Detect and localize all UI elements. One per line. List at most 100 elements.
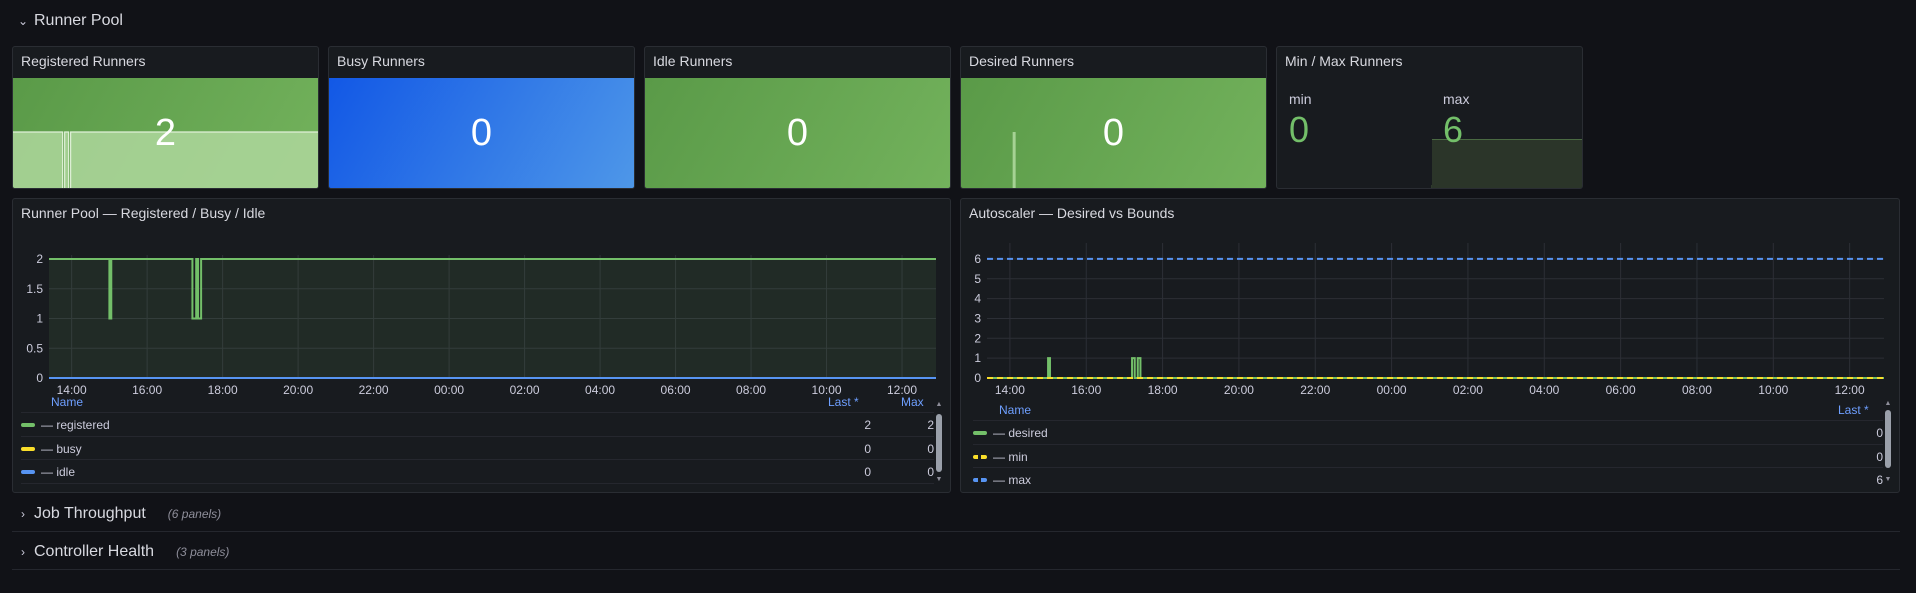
x-tick-label: 12:00 xyxy=(887,383,917,397)
stat-panel-min-max-runners: Min / Max Runners min 0 max 6 xyxy=(1276,46,1583,189)
stat-panel-registered-runners: Registered Runners 2 xyxy=(12,46,319,189)
row-divider xyxy=(12,531,1900,532)
panel-title: Runner Pool — Registered / Busy / Idle xyxy=(21,205,266,221)
legend-max-value: 2 xyxy=(927,417,934,432)
x-tick-label: 00:00 xyxy=(434,383,464,397)
scroll-down-icon[interactable]: ▼ xyxy=(935,476,943,483)
x-tick-label: 02:00 xyxy=(510,383,540,397)
legend-row-registered[interactable]: — registered 2 2 xyxy=(21,412,934,436)
min-label: min xyxy=(1289,91,1312,107)
series-area-registered xyxy=(49,259,936,378)
legend-header-last[interactable]: Last * xyxy=(828,395,859,409)
panel-title: Busy Runners xyxy=(337,53,425,69)
row-title: Runner Pool xyxy=(34,12,123,29)
chevron-right-icon[interactable]: › xyxy=(21,507,25,521)
legend-series-name: — idle xyxy=(41,464,76,479)
series-swatch xyxy=(973,454,987,459)
stat-value: 0 xyxy=(786,111,809,154)
stat-value: 0 xyxy=(1102,111,1125,154)
legend-last-value: 2 xyxy=(864,417,871,432)
stat-panel-desired-runners: Desired Runners 0 xyxy=(960,46,1267,189)
y-tick-label: 1.5 xyxy=(26,282,43,296)
x-tick-label: 22:00 xyxy=(1300,383,1330,397)
x-tick-label: 04:00 xyxy=(585,383,615,397)
stat-panel-idle-runners: Idle Runners 0 xyxy=(644,46,951,189)
timeseries-panel-autoscaler: Autoscaler — Desired vs Bounds 0 1 2 3 4 5 6 14… xyxy=(960,198,1900,493)
stat-value: 0 xyxy=(470,111,493,154)
legend-scrollbar[interactable]: ▲ ▼ xyxy=(1884,400,1892,484)
legend-row-desired[interactable]: — desired 0 xyxy=(973,420,1883,444)
scroll-up-icon[interactable]: ▲ xyxy=(1884,400,1892,407)
y-tick-label: 1 xyxy=(974,351,981,365)
stat-background: 2 xyxy=(13,78,318,188)
y-tick-label: 0 xyxy=(974,371,981,385)
x-tick-label: 10:00 xyxy=(1758,383,1788,397)
panel-title: Idle Runners xyxy=(653,53,733,69)
x-tick-label: 00:00 xyxy=(1377,383,1407,397)
x-tick-label: 16:00 xyxy=(1071,383,1101,397)
series-swatch xyxy=(973,430,987,435)
legend-row-min[interactable]: — min 0 xyxy=(973,444,1883,468)
scroll-up-icon[interactable]: ▲ xyxy=(935,401,943,408)
legend-header-name[interactable]: Name xyxy=(999,403,1032,417)
x-tick-label: 02:00 xyxy=(1453,383,1483,397)
x-tick-label: 06:00 xyxy=(661,383,691,397)
scrollbar-thumb[interactable] xyxy=(1885,410,1891,468)
panel-title: Autoscaler — Desired vs Bounds xyxy=(969,205,1175,221)
timeseries-panel-runner-pool: Runner Pool — Registered / Busy / Idle 0… xyxy=(12,198,951,493)
series-swatch xyxy=(21,469,35,474)
chevron-right-icon[interactable]: › xyxy=(21,545,25,559)
scrollbar-thumb[interactable] xyxy=(936,414,942,472)
legend-row-max[interactable]: — max 6 xyxy=(973,467,1883,491)
x-tick-label: 08:00 xyxy=(1682,383,1712,397)
panel-title: Desired Runners xyxy=(969,53,1075,69)
y-tick-label: 2 xyxy=(36,252,43,266)
sparkline xyxy=(1012,132,1016,188)
autoscaler-chart: 0 1 2 3 4 5 6 14:00 16:00 18:00 20:00 22:00 00:00 02:… xyxy=(974,243,1884,397)
scroll-down-icon[interactable]: ▼ xyxy=(1884,476,1892,483)
y-tick-label: 5 xyxy=(974,272,981,286)
legend-last-value: 0 xyxy=(1876,425,1883,440)
legend-series-name: — registered xyxy=(41,417,110,432)
max-value: 6 xyxy=(1443,109,1464,150)
legend-series-name: — max xyxy=(993,472,1032,487)
legend-header-max[interactable]: Max xyxy=(901,395,924,409)
legend-scrollbar[interactable]: ▲ ▼ xyxy=(935,401,943,484)
row-header-job-throughput[interactable]: › Job Throughput (6 panels) xyxy=(12,505,221,523)
legend-row-busy[interactable]: — busy 0 0 xyxy=(21,436,934,460)
max-label: max xyxy=(1443,91,1470,107)
legend-row-idle[interactable]: — idle 0 0 xyxy=(21,459,934,484)
legend-header-last[interactable]: Last * xyxy=(1838,403,1869,417)
y-tick-label: 2 xyxy=(974,331,981,345)
row-divider xyxy=(12,569,1900,570)
y-tick-label: 0.5 xyxy=(26,341,43,355)
row-title: Job Throughput xyxy=(34,505,146,522)
row-header-controller-health[interactable]: › Controller Health (3 panels) xyxy=(12,543,229,561)
series-line-desired xyxy=(987,357,1884,379)
row-header-runner-pool[interactable]: ⌄ Runner Pool xyxy=(12,12,123,30)
legend-series-name: — busy xyxy=(41,441,82,456)
chevron-down-icon[interactable]: ⌄ xyxy=(17,14,29,28)
x-tick-label: 12:00 xyxy=(1835,383,1865,397)
y-tick-label: 6 xyxy=(974,252,981,266)
panel-title: Registered Runners xyxy=(21,53,146,69)
legend-series-name: — min xyxy=(993,449,1028,464)
legend-header-name[interactable]: Name xyxy=(51,395,84,409)
stat-panel-busy-runners: Busy Runners 0 xyxy=(328,46,635,189)
series-swatch xyxy=(21,422,35,427)
x-tick-label: 08:00 xyxy=(736,383,766,397)
runner-pool-chart: 0 0.5 1 1.5 2 14:00 16:00 18:00 20:00 22:00 00:00 0… xyxy=(26,252,936,397)
row-panel-count: (3 panels) xyxy=(176,545,230,559)
sparkline xyxy=(13,131,318,188)
legend-max-value: 0 xyxy=(927,441,934,456)
stat-background: 0 xyxy=(329,78,634,188)
x-tick-label: 18:00 xyxy=(1148,383,1178,397)
legend-series-name: — desired xyxy=(993,425,1048,440)
series-line-registered xyxy=(49,258,936,320)
x-tick-label: 16:00 xyxy=(132,383,162,397)
min-value: 0 xyxy=(1289,109,1310,150)
x-tick-label: 18:00 xyxy=(208,383,238,397)
x-tick-label: 04:00 xyxy=(1529,383,1559,397)
y-tick-label: 4 xyxy=(974,292,981,306)
y-tick-label: 1 xyxy=(36,312,43,326)
